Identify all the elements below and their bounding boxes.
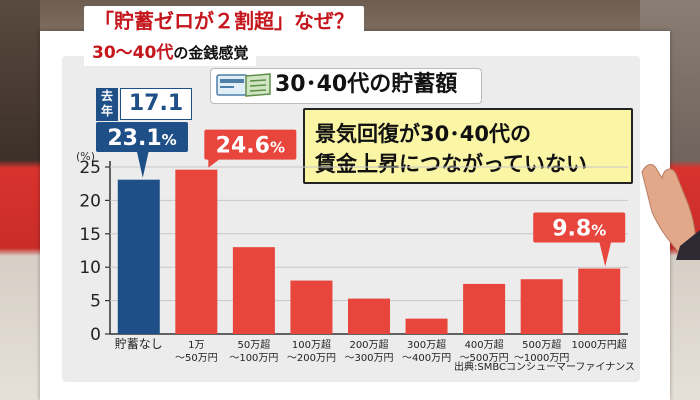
- chart-title-box: [210, 68, 482, 104]
- value-label: 23.1%: [107, 126, 176, 151]
- value-label-pointer: [208, 158, 221, 168]
- value-label: 9.8%: [552, 217, 606, 242]
- x-tick-label: 〜300万円: [344, 353, 393, 364]
- value-label-box: [204, 129, 297, 160]
- subheadline-rest: の金銭感覚: [173, 44, 249, 62]
- bar: [463, 283, 506, 334]
- x-tick-label: 貯蓄なし: [115, 337, 163, 351]
- bar: [520, 279, 563, 334]
- x-tick-label: 200万超: [349, 338, 388, 351]
- bar: [405, 318, 448, 334]
- y-tick-label: 0: [90, 325, 101, 345]
- bar: [290, 280, 333, 334]
- bar: [578, 268, 621, 334]
- subheadline-caption: 30〜40代の金銭感覚: [84, 40, 257, 66]
- last-year-value: 17.1: [120, 88, 192, 120]
- x-tick-label: 〜500万円: [460, 353, 509, 364]
- presenter-hand: [641, 164, 700, 260]
- x-tick-label: 〜200万円: [287, 353, 336, 364]
- bar: [348, 298, 390, 334]
- x-tick-label: 1000万円超: [571, 338, 626, 351]
- y-axis-unit: (%): [76, 150, 95, 163]
- x-tick-label: 50万超: [238, 338, 271, 351]
- y-tick-label: 5: [90, 292, 101, 312]
- bar: [232, 247, 275, 334]
- x-tick-label: 1万: [188, 340, 204, 351]
- x-tick-label: 〜1000万円: [514, 353, 569, 364]
- x-tick-label: 〜50万円: [175, 353, 218, 364]
- x-tick-label: 400万超: [465, 338, 504, 351]
- headline-caption: 「貯蓄ゼロが２割超」なぜ？: [84, 6, 364, 36]
- value-label-pointer: [599, 241, 612, 267]
- value-label: 24.6%: [216, 134, 285, 159]
- x-tick-label: 500万超: [522, 338, 561, 351]
- callout-box: 景気回復が30･40代の 賃金上昇につながっていない: [303, 108, 633, 184]
- callout-line-2: 賃金上昇につながっていない: [315, 152, 587, 176]
- value-label-box: [96, 122, 188, 152]
- bar: [117, 179, 160, 334]
- bar: [175, 169, 218, 334]
- y-tick-label: 25: [79, 158, 101, 178]
- y-tick-label: 20: [79, 191, 101, 211]
- value-label-box: [533, 212, 626, 243]
- studio-background-left: [0, 0, 40, 400]
- value-label-pointer: [136, 151, 149, 178]
- x-tick-label: 300万超: [407, 338, 446, 351]
- subheadline-highlight: 30〜40代: [92, 43, 174, 63]
- y-tick-label: 10: [79, 258, 101, 278]
- chart-title: 30･40代の貯蓄額: [275, 72, 458, 97]
- source-credit: 出典:SMBCコンシューマーファイナンス: [454, 362, 636, 373]
- y-tick-label: 15: [79, 225, 101, 245]
- callout-line-1: 景気回復が30･40代の: [315, 122, 531, 146]
- x-tick-label: 100万超: [292, 338, 331, 351]
- x-tick-label: 〜400万円: [402, 353, 451, 364]
- last-year-badge: 去年: [96, 88, 118, 121]
- bankbook-icon: [216, 73, 271, 97]
- x-tick-label: 〜100万円: [229, 353, 278, 364]
